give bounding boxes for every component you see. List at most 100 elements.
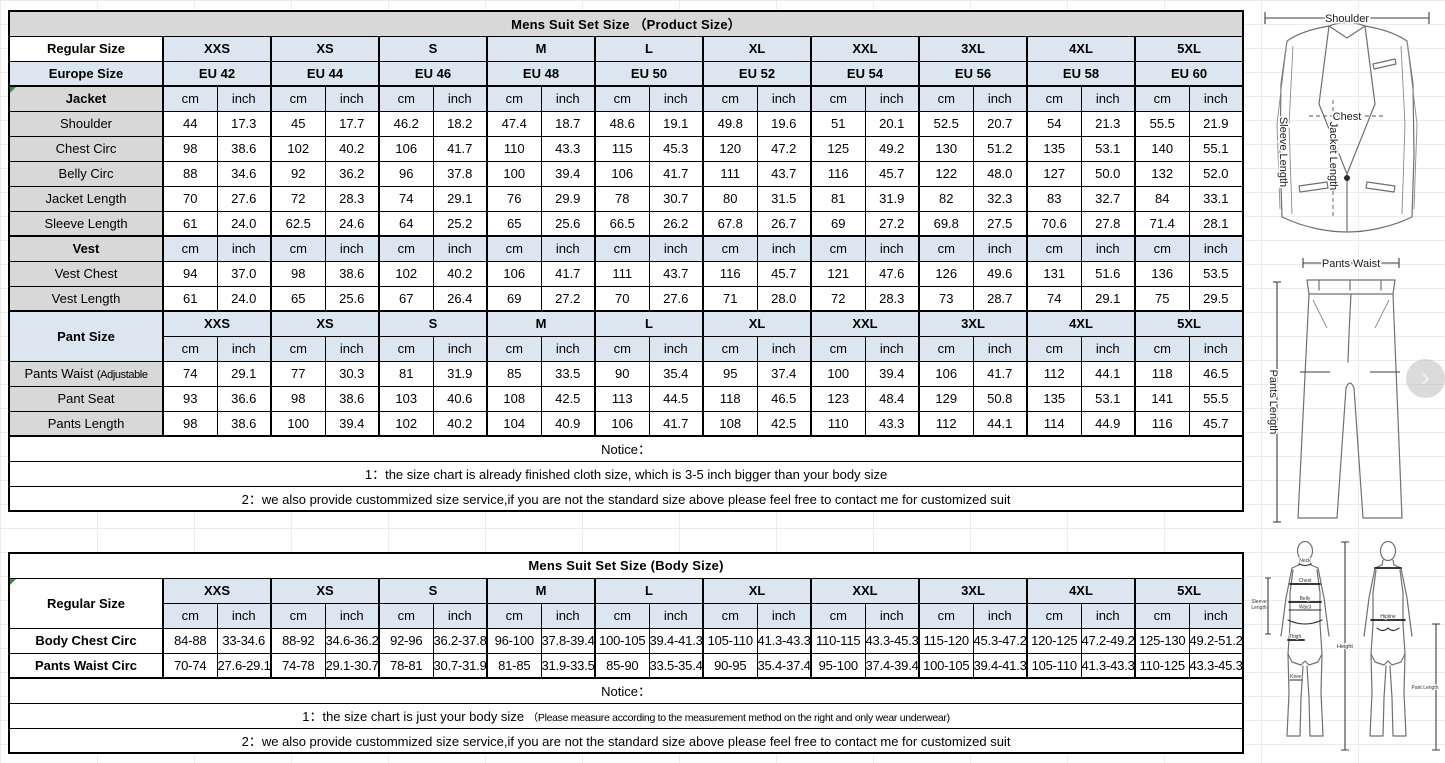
cm-value: 123 — [810, 385, 866, 412]
row-label: Pants Waist Circ — [8, 652, 164, 679]
inch-value: 34.6 — [216, 160, 272, 187]
body-thigh-label: Thigh — [1289, 634, 1302, 640]
inch-value: 53.1 — [1080, 385, 1136, 412]
inch-value: 29.1 — [216, 360, 272, 387]
row-label: Sleeve Length — [8, 210, 164, 237]
inch-value: 45.7 — [1188, 410, 1244, 437]
body-belly-label: Belly — [1300, 596, 1311, 602]
europe-size-value: EU 46 — [378, 60, 488, 87]
size-column-header: 5XL — [1133, 35, 1244, 62]
inch-value: 43.3 — [540, 135, 596, 162]
cm-value: 122 — [918, 160, 974, 187]
cm-value: 135 — [1026, 385, 1082, 412]
cm-value: 116 — [810, 160, 866, 187]
carousel-next-button[interactable]: › — [1406, 359, 1445, 398]
pants-measurement-diagram: Pants Waist Pants Length — [1266, 257, 1403, 523]
cm-value: 52.5 — [918, 110, 974, 137]
cm-unit-header: cm — [594, 235, 650, 262]
body-chest-label: Chest — [1298, 578, 1312, 584]
cm-value: 48.6 — [594, 110, 650, 137]
inch-unit-header: inch — [864, 85, 920, 112]
inch-unit-header: inch — [432, 335, 488, 362]
inch-value: 31.9-33.5 — [540, 652, 596, 679]
body-neck-label: Neck — [1299, 558, 1311, 564]
cm-value: 81 — [378, 360, 434, 387]
cm-value: 84-88 — [162, 627, 218, 654]
europe-size-value: EU 42 — [162, 60, 272, 87]
inch-value: 38.6 — [216, 410, 272, 437]
size-column-header: S — [378, 310, 488, 337]
inch-unit-header: inch — [216, 335, 272, 362]
body-sleeve-length-label-1: Sleeve — [1251, 599, 1267, 605]
cm-value: 72 — [270, 185, 326, 212]
inch-value: 27.6 — [216, 185, 272, 212]
inch-value: 34.6-36.2 — [324, 627, 380, 654]
cm-value: 62.5 — [270, 210, 326, 237]
inch-value: 41.7 — [648, 160, 704, 187]
inch-value: 38.6 — [324, 260, 380, 287]
cm-value: 112 — [918, 410, 974, 437]
cm-value: 70 — [594, 285, 650, 312]
cm-value: 47.4 — [486, 110, 542, 137]
size-column-header: XXS — [162, 310, 272, 337]
inch-unit-header: inch — [648, 335, 704, 362]
size-column-header: XL — [702, 35, 812, 62]
cm-value: 74-78 — [270, 652, 326, 679]
vest-section-label: Vest — [8, 235, 164, 262]
cm-value: 141 — [1134, 385, 1190, 412]
cm-unit-header: cm — [1134, 602, 1190, 629]
cm-value: 98 — [270, 260, 326, 287]
cm-value: 110-115 — [810, 627, 866, 654]
inch-value: 52.0 — [1188, 160, 1244, 187]
cm-value: 71.4 — [1134, 210, 1190, 237]
inch-value: 39.4 — [864, 360, 920, 387]
inch-value: 29.5 — [1188, 285, 1244, 312]
cm-value: 49.8 — [702, 110, 758, 137]
inch-value: 45.3 — [648, 135, 704, 162]
inch-value: 43.3-45.3 — [864, 627, 920, 654]
product-size-table: Mens Suit Set Size （Product Size） Regular… — [8, 10, 1245, 512]
size-column-header: S — [378, 35, 488, 62]
cm-value: 106 — [918, 360, 974, 387]
inch-value: 25.6 — [540, 210, 596, 237]
inch-value: 44.9 — [1080, 410, 1136, 437]
inch-value: 47.2-49.2 — [1080, 627, 1136, 654]
cm-value: 113 — [594, 385, 650, 412]
inch-value: 19.1 — [648, 110, 704, 137]
cm-value: 116 — [702, 260, 758, 287]
inch-unit-header: inch — [972, 335, 1028, 362]
cm-value: 85-90 — [594, 652, 650, 679]
cm-unit-header: cm — [594, 602, 650, 629]
cm-unit-header: cm — [1026, 602, 1082, 629]
cm-unit-header: cm — [1026, 85, 1082, 112]
cm-value: 84 — [1134, 185, 1190, 212]
inch-value: 35.4-37.4 — [756, 652, 812, 679]
row-label: Pants Length — [8, 410, 164, 437]
inch-value: 55.5 — [1188, 385, 1244, 412]
cm-unit-header: cm — [1026, 235, 1082, 262]
size-column-header: XXS — [162, 577, 272, 604]
inch-unit-header: inch — [216, 85, 272, 112]
cm-value: 120 — [702, 135, 758, 162]
inch-value: 27.6 — [648, 285, 704, 312]
cm-value: 88-92 — [270, 627, 326, 654]
inch-value: 42.5 — [756, 410, 812, 437]
inch-unit-header: inch — [756, 85, 812, 112]
inch-unit-header: inch — [648, 235, 704, 262]
cm-value: 135 — [1026, 135, 1082, 162]
inch-value: 33-34.6 — [216, 627, 272, 654]
inch-value: 37.8 — [432, 160, 488, 187]
cm-value: 44 — [162, 110, 218, 137]
inch-value: 31.9 — [432, 360, 488, 387]
inch-value: 33.5 — [540, 360, 596, 387]
cm-value: 67 — [378, 285, 434, 312]
inch-value: 39.4 — [324, 410, 380, 437]
inch-value: 36.6 — [216, 385, 272, 412]
inch-value: 24.0 — [216, 210, 272, 237]
inch-value: 41.3-43.3 — [756, 627, 812, 654]
cm-value: 100-105 — [918, 652, 974, 679]
cm-value: 96 — [378, 160, 434, 187]
inch-value: 29.1-30.7 — [324, 652, 380, 679]
inch-value: 51.2 — [972, 135, 1028, 162]
